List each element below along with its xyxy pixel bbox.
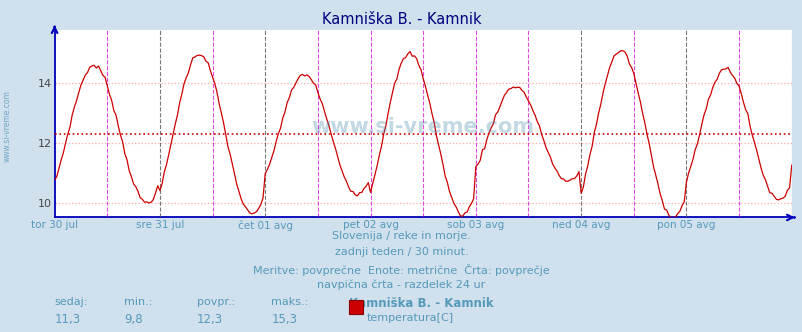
Text: 11,3: 11,3 [55, 313, 81, 326]
Text: 9,8: 9,8 [124, 313, 143, 326]
Text: Kamniška B. - Kamnik: Kamniška B. - Kamnik [322, 12, 480, 27]
Text: min.:: min.: [124, 297, 152, 307]
Text: sedaj:: sedaj: [55, 297, 88, 307]
Text: Kamniška B. - Kamnik: Kamniška B. - Kamnik [349, 297, 493, 310]
Text: 12,3: 12,3 [196, 313, 223, 326]
Text: Slovenija / reke in morje.: Slovenija / reke in morje. [332, 231, 470, 241]
Text: Meritve: povprečne  Enote: metrične  Črta: povprečje: Meritve: povprečne Enote: metrične Črta:… [253, 264, 549, 276]
Text: temperatura[C]: temperatura[C] [367, 313, 453, 323]
Text: www.si-vreme.com: www.si-vreme.com [311, 118, 534, 137]
Text: zadnji teden / 30 minut.: zadnji teden / 30 minut. [334, 247, 468, 257]
Text: navpična črta - razdelek 24 ur: navpična črta - razdelek 24 ur [317, 280, 485, 290]
Text: povpr.:: povpr.: [196, 297, 235, 307]
Text: www.si-vreme.com: www.si-vreme.com [2, 90, 11, 162]
Text: maks.:: maks.: [271, 297, 308, 307]
Text: 15,3: 15,3 [271, 313, 297, 326]
